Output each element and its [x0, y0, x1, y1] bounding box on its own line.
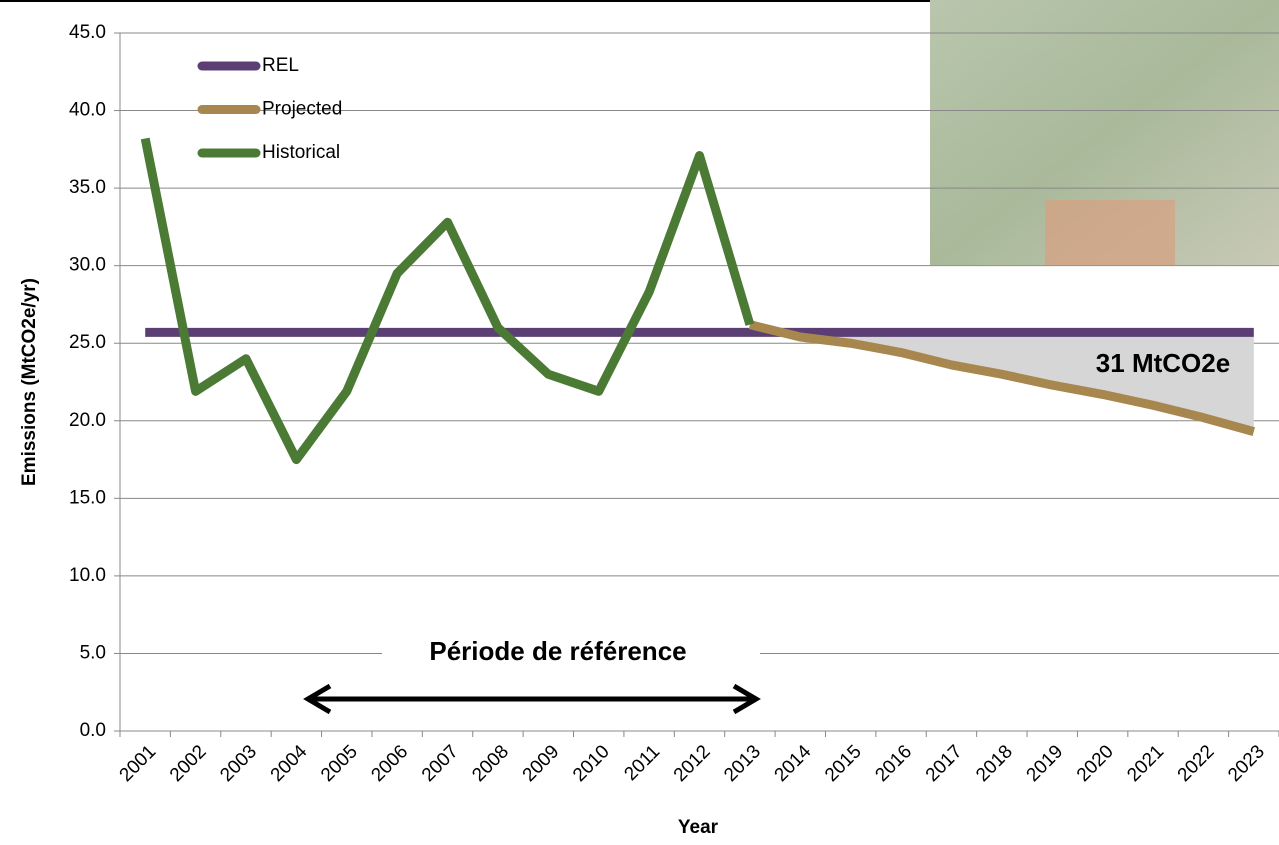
- x-tick-label: 2006: [367, 741, 412, 786]
- x-tick-label: 2005: [317, 741, 362, 786]
- y-axis-label: Emissions (MtCO2e/yr): [19, 278, 40, 486]
- photo-detail: [1045, 200, 1175, 265]
- chart: 31 MtCO2e Période de référence Year Emis…: [0, 0, 1279, 840]
- y-tick-label: 0.0: [80, 720, 106, 741]
- x-tick-label: 2017: [922, 741, 967, 786]
- x-tick-label: 2008: [468, 741, 513, 786]
- x-tick-label: 2009: [519, 741, 564, 786]
- x-tick-label: 2022: [1174, 741, 1219, 786]
- x-tick-label: 2014: [771, 741, 816, 786]
- x-tick-label: 2018: [972, 741, 1017, 786]
- arrow: [308, 686, 756, 712]
- x-tick-label: 2001: [116, 741, 161, 786]
- x-axis-label: Year: [678, 817, 719, 838]
- x-tick-label: 2021: [1123, 741, 1168, 786]
- x-tick-label: 2023: [1224, 741, 1269, 786]
- annotation: 31 MtCO2e: [1096, 348, 1230, 378]
- x-tick-label: 2011: [620, 741, 664, 785]
- x-tick-label: 2007: [418, 741, 463, 786]
- legend-label: Projected: [262, 99, 342, 120]
- y-tick-label: 20.0: [69, 410, 106, 431]
- x-tick-label: 2012: [670, 741, 715, 786]
- legend-label: REL: [262, 55, 299, 76]
- x-tick-label: 2016: [871, 741, 916, 786]
- y-tick-label: 45.0: [69, 22, 106, 43]
- annotation: Période de référence: [429, 636, 686, 666]
- y-tick-label: 10.0: [69, 565, 106, 586]
- x-tick-label: 2020: [1073, 741, 1118, 786]
- x-tick-label: 2010: [569, 741, 614, 786]
- y-tick-label: 30.0: [69, 255, 106, 276]
- y-tick-label: 25.0: [69, 332, 106, 353]
- x-tick-label: 2002: [166, 741, 211, 786]
- y-tick-label: 35.0: [69, 177, 106, 198]
- x-tick-label: 2015: [821, 741, 866, 786]
- y-tick-label: 15.0: [69, 487, 106, 508]
- series-line: [145, 138, 750, 459]
- legend-label: Historical: [262, 142, 340, 163]
- y-tick-label: 40.0: [69, 100, 106, 121]
- x-tick-label: 2003: [216, 741, 261, 786]
- x-tick-label: 2019: [1023, 741, 1068, 786]
- x-tick-label: 2013: [720, 741, 765, 786]
- y-tick-label: 5.0: [80, 642, 106, 663]
- x-tick-label: 2004: [267, 741, 312, 786]
